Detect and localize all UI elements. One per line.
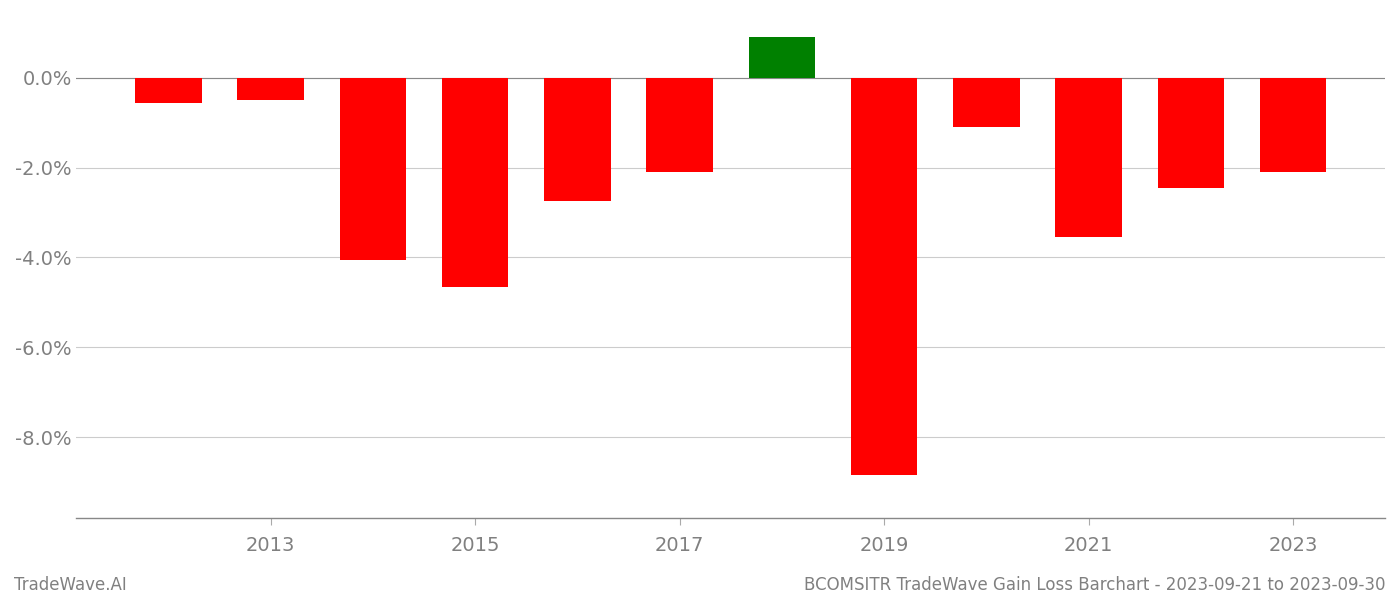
Bar — [953, 78, 1019, 127]
Text: BCOMSITR TradeWave Gain Loss Barchart - 2023-09-21 to 2023-09-30: BCOMSITR TradeWave Gain Loss Barchart - … — [805, 576, 1386, 594]
Bar — [749, 37, 815, 78]
Text: TradeWave.AI: TradeWave.AI — [14, 576, 127, 594]
Bar — [647, 78, 713, 172]
Bar — [442, 78, 508, 287]
Bar — [136, 78, 202, 103]
Bar — [1260, 78, 1326, 172]
Bar — [238, 78, 304, 100]
Bar — [340, 78, 406, 260]
Bar — [1158, 78, 1224, 188]
Bar — [1056, 78, 1121, 237]
Bar — [545, 78, 610, 202]
Bar — [851, 78, 917, 475]
